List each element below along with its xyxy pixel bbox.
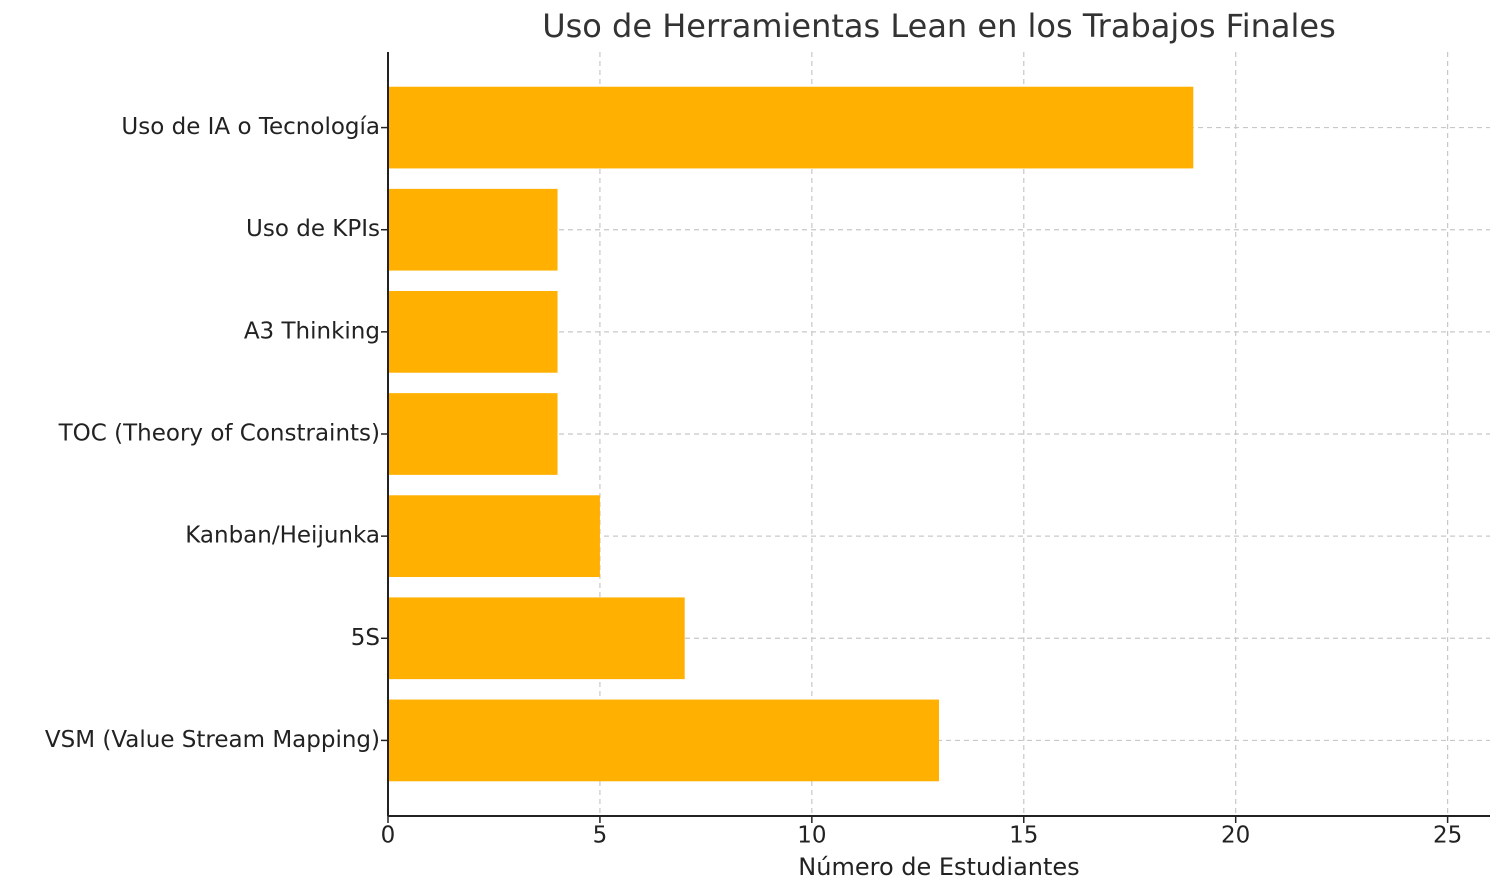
y-tick-label: VSM (Value Stream Mapping) [45, 727, 380, 753]
bar [388, 597, 685, 680]
y-tick-label: Uso de IA o Tecnología [121, 114, 380, 140]
x-tick-label: 5 [593, 823, 608, 849]
bar [388, 699, 939, 782]
y-tick-label: Kanban/Heijunka [185, 523, 380, 549]
bar [388, 188, 558, 271]
bar [388, 393, 558, 475]
y-tick-label: TOC (Theory of Constraints) [58, 421, 380, 447]
bar [388, 291, 558, 373]
bar [388, 86, 1194, 169]
bar [388, 495, 600, 577]
x-axis-label: Número de Estudiantes [798, 853, 1079, 881]
y-tick-label: Uso de KPIs [246, 216, 380, 242]
x-tick-label: 20 [1221, 823, 1250, 849]
x-tick-label: 0 [381, 823, 396, 849]
x-tick-label: 10 [797, 823, 826, 849]
x-tick-label: 15 [1009, 823, 1038, 849]
y-tick-label: 5S [351, 625, 380, 651]
y-tick-label: A3 Thinking [244, 318, 380, 344]
x-tick-label: 25 [1433, 823, 1462, 849]
chart-title: Uso de Herramientas Lean en los Trabajos… [542, 7, 1336, 45]
